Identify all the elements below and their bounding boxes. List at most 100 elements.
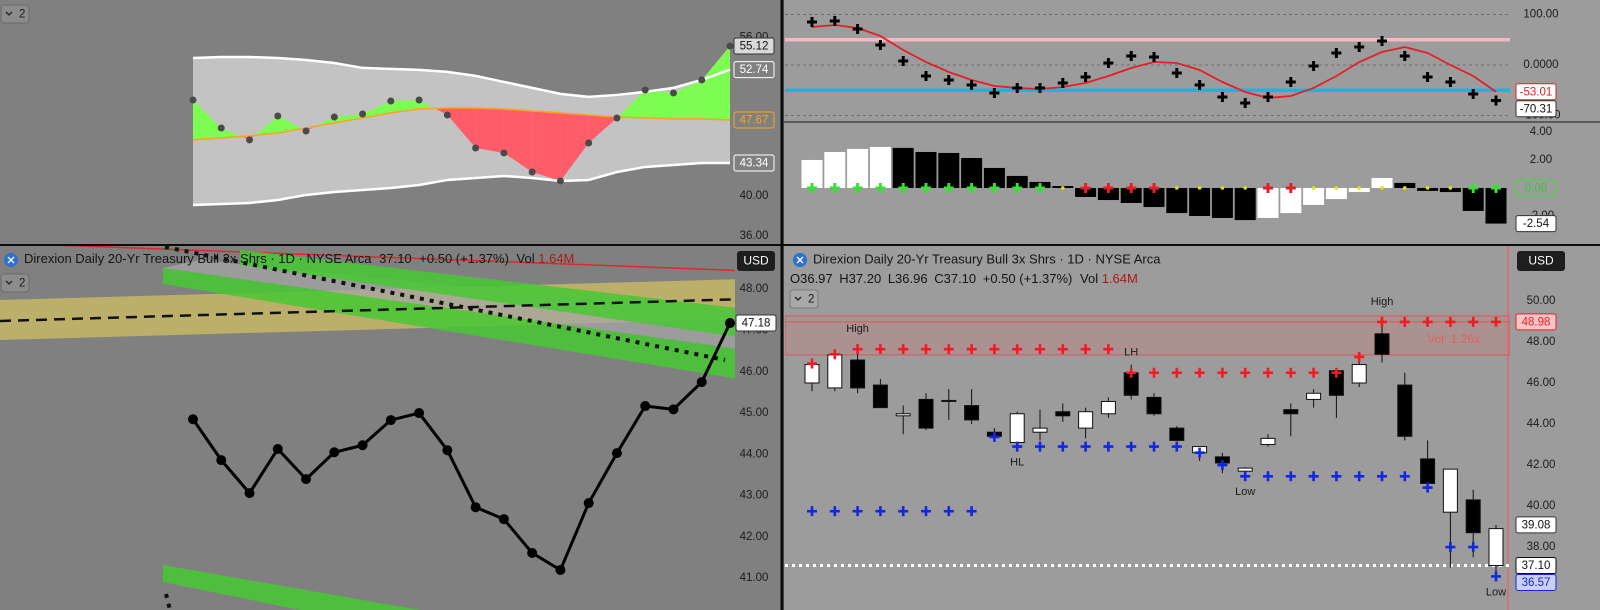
trend-line bbox=[164, 593, 172, 610]
price-change: +0.50 (+1.37%) bbox=[419, 251, 509, 266]
price-dot bbox=[442, 445, 453, 456]
resistance-marker bbox=[1217, 367, 1228, 378]
y-tick-label: 40.00 bbox=[740, 190, 769, 202]
resistance-marker bbox=[943, 344, 954, 355]
histogram-bar bbox=[1394, 182, 1416, 188]
support-marker bbox=[1422, 482, 1433, 493]
support-marker bbox=[1377, 471, 1387, 482]
oscillator-marker bbox=[1468, 88, 1479, 99]
resistance-marker bbox=[1103, 344, 1114, 355]
pivot-label: High bbox=[1371, 296, 1394, 308]
signal-cross bbox=[966, 182, 977, 193]
oscillator-marker bbox=[1308, 60, 1319, 71]
candle-body bbox=[1442, 468, 1458, 513]
support-marker bbox=[1012, 441, 1023, 452]
histogram-bar bbox=[1189, 187, 1211, 217]
candle-body bbox=[827, 354, 843, 389]
pane-button[interactable]: 2 bbox=[0, 273, 30, 293]
candle-body bbox=[850, 359, 866, 389]
signal-fill bbox=[447, 107, 476, 148]
histogram-bar bbox=[801, 159, 823, 188]
signal-fill bbox=[503, 108, 533, 173]
resistance-marker bbox=[1194, 367, 1205, 378]
support-marker bbox=[1285, 471, 1296, 482]
resistance-marker bbox=[1057, 344, 1068, 355]
histogram-bar bbox=[1485, 187, 1507, 224]
y-tick-label: 46.00 bbox=[740, 366, 769, 378]
resistance-marker bbox=[1422, 316, 1433, 327]
signal-cross bbox=[1263, 182, 1273, 193]
resistance-marker bbox=[1035, 344, 1045, 355]
resistance-marker bbox=[1171, 367, 1182, 378]
oscillator-marker bbox=[1491, 95, 1501, 106]
pane-candles: Vol: 1.26x High LH HL Low High Low bbox=[785, 246, 1510, 610]
support-marker bbox=[1035, 441, 1045, 452]
price-tag-label: 36.57 bbox=[1522, 577, 1551, 589]
support-marker bbox=[852, 506, 863, 517]
oscillator-marker bbox=[921, 70, 931, 81]
signal-cross bbox=[1126, 182, 1137, 193]
oscillator-marker bbox=[1422, 72, 1433, 83]
oscillator-marker bbox=[943, 74, 954, 85]
resistance-marker bbox=[1263, 367, 1273, 378]
histogram-bar bbox=[1348, 187, 1370, 193]
price-tag-label: 43.34 bbox=[740, 158, 769, 170]
price-dot bbox=[500, 149, 508, 157]
signal-cross bbox=[1491, 182, 1501, 193]
pane-button-box[interactable] bbox=[789, 289, 819, 309]
ohlc-row: O36.97 H37.20 L36.96 C37.10 +0.50 (+1.37… bbox=[790, 271, 1138, 286]
price-tag-label: 52.74 bbox=[740, 64, 769, 76]
price-dot bbox=[668, 404, 679, 415]
histogram-bar bbox=[1166, 187, 1188, 214]
price-dot bbox=[640, 401, 651, 412]
pane-button[interactable]: 2 bbox=[0, 4, 30, 24]
price-dot bbox=[189, 96, 197, 104]
y-tick-label: 45.00 bbox=[740, 407, 769, 419]
histogram-bar bbox=[892, 147, 914, 188]
signal-fill bbox=[475, 107, 504, 153]
pane-button-box[interactable] bbox=[0, 273, 30, 293]
price-tag bbox=[1515, 574, 1557, 592]
support-marker bbox=[989, 431, 1000, 442]
signal-cross bbox=[1468, 182, 1479, 193]
support-marker bbox=[1171, 441, 1182, 452]
support-marker bbox=[1445, 542, 1456, 553]
histogram-bar bbox=[938, 152, 960, 188]
y-tick-label: 36.00 bbox=[740, 230, 769, 242]
price-dot bbox=[329, 447, 340, 458]
resistance-marker bbox=[1331, 367, 1342, 378]
candle-body bbox=[1465, 499, 1481, 534]
support-marker bbox=[943, 506, 954, 517]
price-dot bbox=[641, 86, 649, 94]
currency-badge bbox=[737, 251, 775, 271]
pane-line bbox=[0, 246, 735, 610]
oscillator-marker bbox=[807, 17, 817, 28]
support-marker bbox=[1240, 471, 1251, 482]
oscillator-marker bbox=[1126, 51, 1137, 62]
signal-fill bbox=[277, 115, 302, 133]
candle-body bbox=[1420, 458, 1436, 484]
trend-channel bbox=[163, 268, 735, 379]
price-dot bbox=[330, 113, 338, 121]
resistance-marker bbox=[921, 344, 931, 355]
y-tick-label: 41.00 bbox=[740, 572, 769, 584]
signal-cross bbox=[1035, 182, 1045, 193]
signal-cross bbox=[1080, 182, 1091, 193]
volume-value: 1.64M bbox=[538, 251, 574, 266]
signal-cross bbox=[943, 182, 954, 193]
histogram-bar bbox=[1280, 187, 1302, 214]
candle-body bbox=[1169, 427, 1185, 441]
candle-body bbox=[1100, 400, 1116, 415]
y-tick-label: 46.00 bbox=[1527, 377, 1556, 389]
signal-cross bbox=[829, 182, 840, 193]
signal-fill bbox=[315, 116, 335, 127]
trend-channel bbox=[163, 565, 420, 610]
signal-dot bbox=[1357, 186, 1361, 190]
price-dot bbox=[385, 415, 396, 426]
pane-button[interactable]: 2 bbox=[789, 289, 819, 309]
pane-button-box[interactable] bbox=[0, 4, 30, 24]
price-dot bbox=[696, 377, 707, 388]
price-dot bbox=[359, 110, 367, 118]
price-tag-label: 47.18 bbox=[742, 318, 771, 330]
oscillator-marker bbox=[829, 16, 840, 27]
